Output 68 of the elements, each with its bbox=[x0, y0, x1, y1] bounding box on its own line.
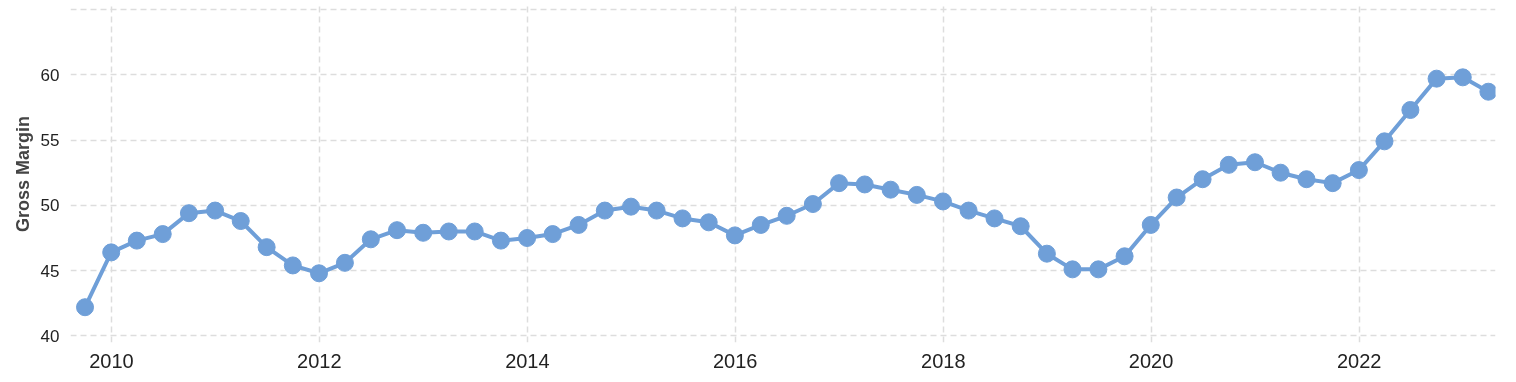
point bbox=[1245, 153, 1264, 172]
point bbox=[179, 204, 198, 223]
point bbox=[959, 201, 978, 220]
x-tick-label: 2022 bbox=[1336, 349, 1382, 372]
x-tick-label: 2012 bbox=[297, 349, 342, 372]
point bbox=[257, 238, 276, 257]
point bbox=[595, 201, 614, 220]
point bbox=[1219, 155, 1238, 174]
point bbox=[1271, 163, 1290, 182]
point bbox=[206, 201, 225, 220]
y-axis-title: Gross Margin bbox=[12, 115, 33, 233]
point bbox=[725, 226, 744, 245]
point bbox=[1115, 247, 1134, 266]
point bbox=[881, 180, 900, 199]
point bbox=[621, 197, 640, 216]
point bbox=[76, 298, 95, 317]
point bbox=[1037, 244, 1056, 263]
x-tick-label: 2020 bbox=[1128, 349, 1174, 372]
point bbox=[1011, 217, 1030, 236]
y-tick-label: 55 bbox=[40, 131, 60, 151]
point bbox=[1375, 132, 1394, 151]
point bbox=[1349, 161, 1368, 180]
point bbox=[933, 192, 952, 211]
point bbox=[543, 225, 562, 244]
point bbox=[491, 231, 510, 250]
point bbox=[1063, 260, 1082, 279]
point bbox=[830, 174, 849, 193]
point bbox=[751, 215, 770, 234]
x-tick-label: 2014 bbox=[505, 349, 550, 372]
point bbox=[127, 231, 146, 250]
point bbox=[1167, 188, 1186, 207]
point bbox=[388, 221, 406, 240]
point bbox=[414, 223, 433, 242]
point bbox=[803, 195, 822, 214]
point bbox=[1323, 174, 1342, 193]
point bbox=[1297, 170, 1316, 189]
point bbox=[699, 213, 718, 232]
point bbox=[153, 225, 172, 244]
x-tick-label: 2016 bbox=[712, 349, 758, 372]
point bbox=[1479, 82, 1496, 101]
x-tick-label: 2010 bbox=[89, 349, 134, 372]
point bbox=[335, 253, 354, 272]
point bbox=[777, 206, 796, 225]
point bbox=[985, 209, 1004, 228]
point bbox=[1141, 215, 1160, 234]
y-tick-label: 45 bbox=[40, 261, 60, 281]
point bbox=[855, 175, 874, 194]
point bbox=[361, 230, 380, 249]
point bbox=[1453, 68, 1472, 87]
x-tick-label: 2018 bbox=[921, 349, 966, 372]
point bbox=[673, 209, 692, 228]
point bbox=[1401, 101, 1420, 119]
y-tick-label: 50 bbox=[40, 196, 60, 216]
point bbox=[465, 222, 484, 241]
point bbox=[439, 222, 458, 241]
point bbox=[231, 212, 250, 231]
point bbox=[1193, 170, 1212, 189]
point bbox=[283, 256, 302, 275]
point bbox=[569, 215, 588, 234]
point bbox=[907, 185, 926, 204]
point bbox=[102, 243, 121, 262]
point bbox=[647, 201, 666, 220]
y-tick-label: 40 bbox=[40, 326, 60, 346]
point bbox=[518, 229, 537, 247]
point bbox=[1089, 260, 1108, 279]
point bbox=[1427, 69, 1446, 88]
point bbox=[310, 264, 329, 283]
y-tick-label: 60 bbox=[40, 65, 60, 85]
